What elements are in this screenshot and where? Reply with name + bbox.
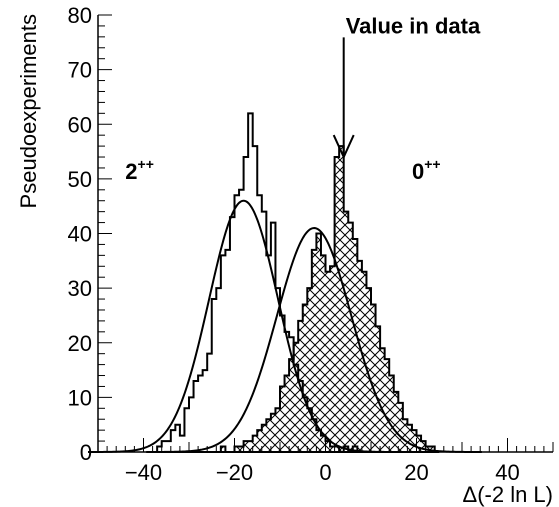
histogram-bin	[421, 441, 426, 452]
histogram-bin	[221, 255, 226, 452]
histogram-bin	[230, 217, 235, 452]
y-tick-label: 60	[68, 112, 92, 137]
histogram-bin	[321, 255, 326, 452]
x-axis-label: Δ(-2 ln L)	[463, 482, 554, 507]
histogram-bin	[403, 419, 408, 452]
y-tick-label: 50	[68, 167, 92, 192]
histogram-bin	[166, 441, 171, 452]
histogram-bin	[321, 436, 326, 452]
histogram-bin	[225, 250, 230, 452]
histogram-bin	[235, 195, 240, 452]
x-tick-label: 40	[495, 460, 519, 485]
histogram-bin	[171, 430, 176, 452]
histogram-bin	[184, 408, 189, 452]
axes	[97, 14, 554, 453]
histogram-bin	[326, 272, 331, 452]
value-in-data-label: Value in data	[346, 13, 481, 38]
histogram-bin	[380, 348, 385, 452]
histogram-outline-2pp	[156, 112, 362, 453]
histogram-bin	[353, 239, 358, 452]
annotations: Value in data 2++ 0++	[125, 13, 481, 183]
histogram-bin	[280, 315, 285, 452]
histogram-bin	[335, 447, 340, 452]
histogram-bin	[203, 370, 208, 452]
histogram-bin	[162, 441, 167, 452]
histogram-2pp	[156, 112, 362, 453]
histogram-bin	[335, 157, 340, 452]
histogram-bin	[175, 425, 180, 452]
histogram-bin	[216, 288, 221, 452]
histogram-bin	[189, 397, 194, 452]
histogram-bin	[412, 430, 417, 452]
histogram-bin	[348, 223, 353, 452]
histogram-bin	[394, 392, 399, 452]
tick-labels: −40 −20 0 20 40 0 10 20 30 40 50 60 70 80	[68, 3, 520, 485]
y-tick-label: 30	[68, 276, 92, 301]
y-tick-label: 80	[68, 3, 92, 28]
histogram-bin	[207, 354, 212, 452]
histogram-fill-0pp	[211, 146, 440, 452]
histogram-bin	[194, 381, 199, 452]
histogram-bin	[389, 376, 394, 452]
hypothesis-label-0pp: 0++	[412, 156, 441, 184]
histogram-0pp	[211, 145, 440, 453]
fit-curve-2pp	[87, 199, 399, 453]
x-tick-label: −40	[125, 460, 162, 485]
x-tick-label: 0	[319, 460, 331, 485]
histogram-bin	[239, 190, 244, 452]
histogram-bin	[326, 441, 331, 452]
y-tick-label: 40	[68, 222, 92, 247]
y-tick-label: 70	[68, 58, 92, 83]
histogram-bin	[398, 403, 403, 452]
histogram-bin	[417, 436, 422, 452]
histogram-bin	[180, 436, 185, 452]
x-tick-label: 20	[404, 460, 428, 485]
y-tick-label: 20	[68, 331, 92, 356]
arrow-head-icon	[332, 134, 355, 160]
histogram-bin	[316, 430, 321, 452]
histogram-bin	[212, 299, 217, 452]
y-tick-label: 0	[80, 440, 92, 465]
y-tick-label: 10	[68, 385, 92, 410]
histogram-bin	[357, 261, 362, 452]
hypothesis-label-2pp: 2++	[125, 156, 154, 184]
y-axis-label: Pseudoexperiments	[16, 14, 41, 208]
histogram-bin	[385, 359, 390, 452]
histogram-bin	[371, 305, 376, 452]
histogram-bin	[339, 146, 344, 452]
x-tick-label: −20	[216, 460, 253, 485]
histogram-bin	[407, 425, 412, 452]
histogram-bin	[330, 266, 335, 452]
histogram-bin	[330, 447, 335, 452]
histogram-bin	[376, 326, 381, 452]
histogram-bin	[344, 212, 349, 452]
histogram-bin	[253, 146, 258, 452]
histogram-bin	[285, 332, 290, 452]
histogram-bin	[198, 376, 203, 452]
histogram-outline-0pp	[211, 145, 440, 453]
